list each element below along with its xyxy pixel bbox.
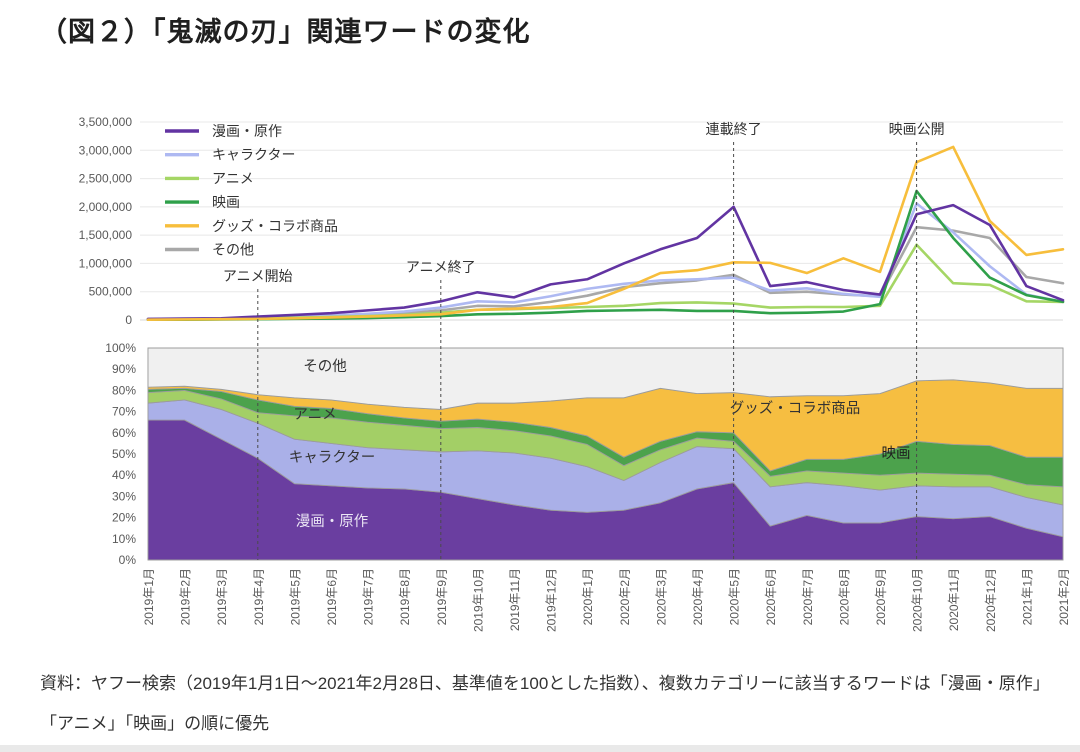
x-axis-label-0: 2019年1月 [142,568,156,625]
x-axis-label-5: 2019年6月 [325,568,339,625]
bottom-chart-ytick-label: 60% [112,426,136,440]
x-axis-label-4: 2019年5月 [288,568,302,625]
x-axis-label-1: 2019年2月 [179,568,193,625]
bottom-chart-ytick-label: 70% [112,405,136,419]
x-axis-label-18: 2020年7月 [801,568,815,625]
legend-label-2: アニメ [212,170,254,186]
x-axis-label-11: 2019年12月 [545,568,559,632]
bottom-chart-ytick-label: 50% [112,447,136,461]
top-chart-ytick-label: 2,000,000 [79,200,133,214]
area-label-0: その他 [303,358,347,375]
area-label-4: グッズ・コラボ商品 [730,400,861,417]
x-axis-label-9: 2019年10月 [471,568,485,632]
area-label-1: アニメ [293,407,336,423]
event-label-0: アニメ開始 [223,268,293,284]
legend-label-3: 映画 [212,194,240,210]
x-axis-label-17: 2020年6月 [764,568,778,625]
legend-label-0: 漫画・原作 [212,123,282,139]
event-label-1: アニメ終了 [406,259,476,275]
event-label-3: 映画公開 [889,121,945,137]
bottom-chart-ytick-label: 30% [112,489,136,503]
x-axis-label-2: 2019年3月 [215,568,229,625]
x-axis-label-7: 2019年8月 [398,568,412,625]
x-axis-label-23: 2020年12月 [984,568,998,632]
x-axis-label-6: 2019年7月 [362,568,376,625]
x-axis-label-24: 2021年1月 [1020,568,1034,625]
page-bottom-edge [0,745,1080,752]
x-axis-label-25: 2021年2月 [1057,568,1071,625]
x-axis-label-8: 2019年9月 [435,568,449,625]
top-chart-ytick-label: 3,000,000 [79,143,133,157]
bottom-chart-ytick-label: 100% [105,341,136,355]
legend-label-5: その他 [212,242,254,258]
x-axis-label-19: 2020年8月 [837,568,851,625]
area-label-2: キャラクター [289,449,375,466]
top-chart-ytick-label: 1,000,000 [79,256,133,270]
series-line-0 [146,203,1065,321]
top-chart-ytick-label: 500,000 [89,285,133,299]
bottom-chart-ytick-label: 10% [112,532,136,546]
top-chart-ytick-label: 3,500,000 [79,115,133,129]
event-label-2: 連載終了 [706,121,762,137]
area-label-3: 漫画・原作 [296,513,369,530]
x-axis-label-13: 2020年2月 [618,568,632,625]
bottom-chart-ytick-label: 80% [112,383,136,397]
x-axis-label-21: 2020年10月 [911,568,925,632]
x-axis-label-14: 2020年3月 [654,568,668,625]
x-axis-label-16: 2020年5月 [728,568,742,625]
top-chart-ytick-label: 1,500,000 [79,228,133,242]
x-axis-label-12: 2020年1月 [581,568,595,625]
series-line-4 [146,145,1065,322]
stacked-area-5 [147,347,1064,410]
legend-label-4: グッズ・コラボ商品 [212,218,338,234]
area-label-5: 映画 [882,445,911,462]
source-note: 資料：ヤフー検索（2019年1月1日～2021年2月28日、基準値を100とした… [40,674,1042,733]
top-chart-ytick-label: 2,500,000 [79,172,133,186]
x-axis-label-15: 2020年4月 [691,568,705,625]
legend-label-1: キャラクター [212,147,295,163]
bottom-chart-ytick-label: 20% [112,511,136,525]
figure-title: （図２）「鬼滅の刃」関連ワードの変化 [40,17,531,47]
x-axis-label-3: 2019年4月 [252,568,266,625]
bottom-chart-ytick-label: 90% [112,362,136,376]
x-axis-label-20: 2020年9月 [874,568,888,625]
bottom-chart-ytick-label: 0% [119,553,137,567]
top-chart-ytick-label: 0 [125,313,132,327]
x-axis-label-10: 2019年11月 [508,568,522,631]
bottom-chart-ytick-label: 40% [112,468,136,482]
x-axis-label-22: 2020年11月 [947,568,961,631]
